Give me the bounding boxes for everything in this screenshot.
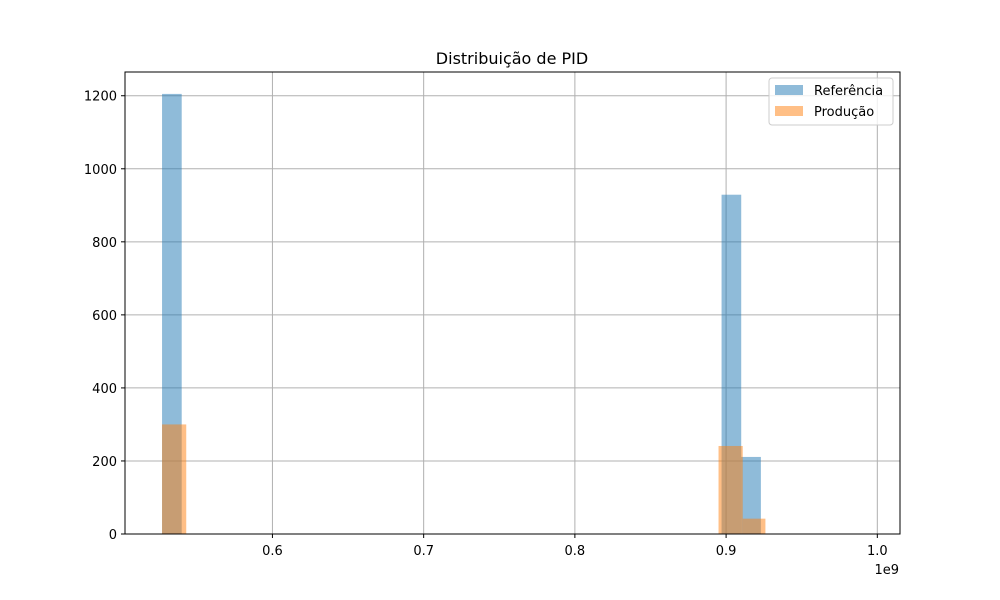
y-tick-label: 1000 (84, 163, 117, 178)
histogram-bar-producao (718, 445, 743, 534)
y-tick-label: 600 (92, 309, 117, 324)
x-tick-label: 0.9 (716, 544, 737, 559)
x-tick-label: 0.8 (565, 544, 586, 559)
plot-frame (124, 71, 901, 535)
grid-lines (125, 72, 900, 535)
legend-label-producao: Produção (814, 105, 874, 120)
legend: Referência Produção (768, 77, 894, 126)
y-tick-label: 0 (109, 528, 117, 543)
y-tick-label: 400 (92, 382, 117, 397)
histogram-bar-producao (162, 424, 187, 534)
histogram-bars (162, 93, 766, 535)
legend-label-referencia: Referência (814, 84, 883, 99)
x-tick-label: 0.7 (413, 544, 434, 559)
x-tick-label: 1.0 (867, 544, 888, 559)
histogram-bar-referencia (162, 93, 182, 535)
y-tick-label: 800 (92, 236, 117, 251)
legend-swatch-referencia (775, 85, 803, 95)
x-axis-ticks: 0.6 0.7 0.8 0.9 1.0 (262, 534, 888, 559)
histogram-bar-referencia (741, 456, 761, 534)
y-axis-ticks: 0 200 400 600 800 1000 1200 (84, 90, 125, 543)
x-tick-label: 0.6 (262, 544, 283, 559)
chart-title: Distribuição de PID (436, 49, 588, 68)
x-axis-offset-text: 1e9 (874, 563, 899, 578)
legend-swatch-producao (775, 106, 803, 116)
y-tick-label: 1200 (84, 90, 117, 105)
y-tick-label: 200 (92, 455, 117, 470)
histogram-bar-producao (742, 518, 766, 534)
